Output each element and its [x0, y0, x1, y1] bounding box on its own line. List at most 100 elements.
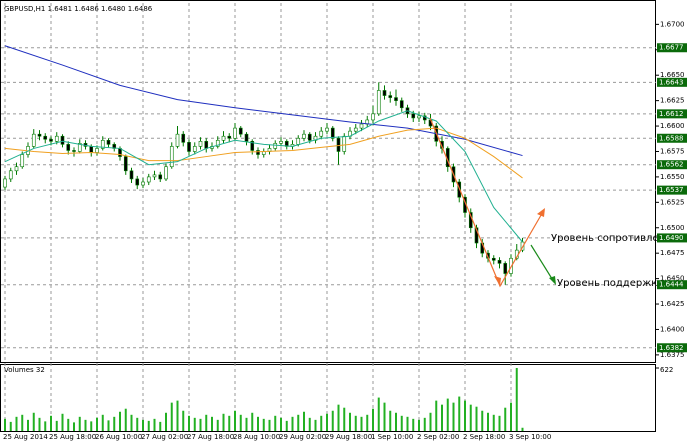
- moving-average: [4, 110, 523, 243]
- candle-body: [302, 133, 306, 139]
- candle-body: [307, 133, 312, 141]
- candle-body: [319, 130, 324, 137]
- level-label: 1.6643: [659, 78, 684, 86]
- candle-body: [77, 143, 82, 152]
- candle-body: [353, 127, 358, 132]
- drawn-arrows: [429, 117, 556, 288]
- y-tick-label: 1.6700: [660, 20, 685, 28]
- candle-body: [371, 113, 375, 121]
- x-tick-label: 1 Sep 10:00: [371, 433, 413, 441]
- candle-body: [411, 113, 416, 119]
- level-label: 1.6444: [659, 281, 684, 289]
- candle-body: [14, 166, 19, 172]
- candle-body: [135, 178, 140, 186]
- arrow-head: [494, 276, 501, 286]
- chart-title: GBPUSD,H1 1.6481 1.6486 1.6480 1.6486: [4, 5, 153, 13]
- candle-body: [503, 263, 508, 274]
- level-label: 1.6382: [659, 344, 684, 352]
- y-tick-label: 1.6600: [660, 122, 685, 130]
- y-tick-label: 1.6375: [660, 351, 685, 359]
- x-tick-label: 3 Sep 10:00: [509, 433, 551, 441]
- x-tick-label: 28 Aug 10:00: [233, 433, 280, 441]
- candle-body: [342, 135, 347, 152]
- y-tick-label: 622: [660, 366, 673, 374]
- y-tick-label: 1.6575: [660, 147, 685, 155]
- candle-body: [244, 133, 249, 142]
- x-tick-label: 25 Aug 18:00: [49, 433, 96, 441]
- arrow-head: [549, 276, 556, 285]
- level-label: 1.6612: [659, 110, 684, 118]
- level-label-box: [657, 43, 687, 53]
- level-label-box: [657, 160, 687, 170]
- candle-body: [95, 148, 99, 153]
- candle-body: [8, 170, 13, 180]
- candle-body: [296, 137, 301, 145]
- moving-average: [4, 127, 523, 179]
- x-tick-label: 2 Sep 18:00: [463, 433, 505, 441]
- candle-body: [60, 135, 65, 145]
- candle-body: [399, 100, 404, 109]
- volume-title: Volumes 32: [4, 366, 45, 374]
- candle-body: [440, 141, 444, 149]
- arrow-head: [537, 208, 545, 217]
- annotation: Уровень поддержки: [557, 278, 664, 289]
- y-tick-label: 1.6550: [660, 173, 685, 181]
- level-label: 1.6537: [659, 186, 684, 194]
- level-label-box: [657, 133, 687, 143]
- candle-body: [123, 156, 128, 172]
- candle-body: [394, 97, 398, 101]
- candle-body: [215, 139, 220, 147]
- level-label: 1.6562: [659, 161, 684, 169]
- candle-body: [106, 139, 111, 145]
- x-tick-label: 25 Aug 2014: [3, 433, 48, 441]
- candle-body: [129, 170, 134, 180]
- candle-body: [141, 181, 145, 186]
- candle-body: [279, 141, 283, 144]
- candle-body: [376, 90, 381, 115]
- candle-body: [336, 137, 341, 152]
- level-label: 1.6490: [659, 234, 684, 242]
- candle-body: [388, 95, 393, 98]
- candle-body: [43, 135, 48, 140]
- candle-body: [192, 146, 197, 152]
- candle-body: [37, 133, 42, 137]
- level-label-box: [657, 233, 687, 243]
- candle-body: [250, 141, 255, 151]
- candle-body: [181, 133, 186, 143]
- candle-body: [146, 176, 151, 183]
- level-label-box: [657, 109, 687, 119]
- candle-body: [20, 154, 25, 168]
- candle-body: [49, 138, 53, 142]
- y-tick-label: 1.6475: [660, 249, 685, 257]
- candle-body: [325, 127, 329, 132]
- candle-body: [382, 90, 387, 96]
- candle-body: [3, 178, 7, 188]
- candle-body: [164, 166, 168, 180]
- y-tick-label: 1.6500: [660, 224, 685, 232]
- x-tick-label: 29 Aug 02:00: [279, 433, 326, 441]
- candle-body: [118, 148, 122, 157]
- candle-body: [158, 174, 163, 180]
- candle-body: [175, 133, 180, 147]
- candle-body: [227, 135, 232, 139]
- y-tick-label: 1.6400: [660, 325, 685, 333]
- y-tick-label: 1.6625: [660, 97, 685, 105]
- candle-body: [66, 144, 71, 151]
- candle-body: [31, 133, 36, 147]
- y-tick-label: 1.6425: [660, 300, 685, 308]
- candle-body: [417, 115, 421, 119]
- candle-body: [152, 174, 157, 178]
- candle-body: [54, 135, 59, 142]
- candle-body: [72, 150, 76, 152]
- candle-body: [330, 127, 335, 139]
- x-tick-label: 2 Sep 02:00: [417, 433, 459, 441]
- candle-body: [204, 141, 209, 149]
- level-label: 1.6588: [659, 134, 684, 142]
- x-tick-label: 27 Aug 18:00: [187, 433, 234, 441]
- level-label-box: [657, 77, 687, 87]
- level-label-box: [657, 343, 687, 353]
- candle-body: [497, 260, 502, 264]
- candle-body: [198, 141, 203, 147]
- candle-body: [256, 150, 260, 155]
